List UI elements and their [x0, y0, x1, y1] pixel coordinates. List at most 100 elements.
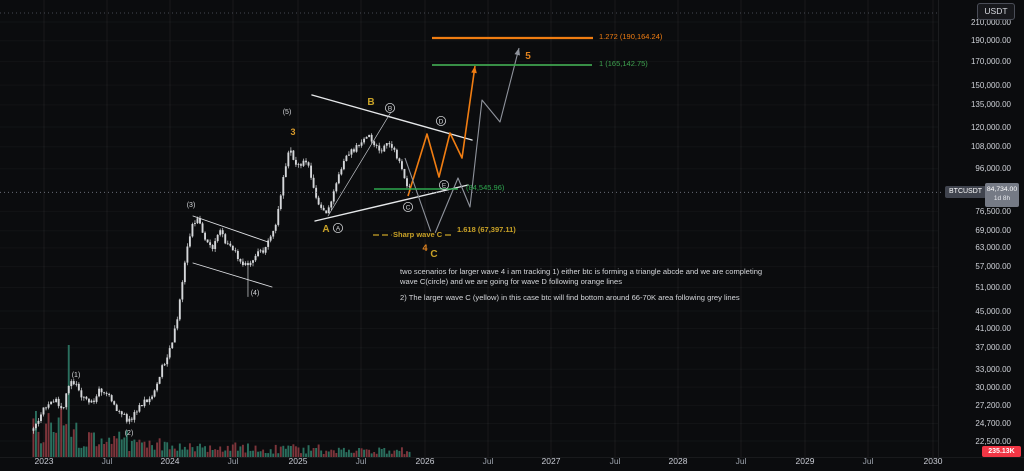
volume-bar	[320, 450, 323, 457]
candle-body	[337, 174, 340, 184]
currency-toggle-button[interactable]: USDT	[977, 3, 1015, 20]
candle-body	[186, 246, 189, 263]
volume-bar	[262, 449, 265, 457]
candle-body	[125, 414, 128, 422]
volume-bar	[292, 444, 295, 457]
candle-body	[244, 263, 247, 265]
candle-body	[118, 411, 121, 412]
candle-body	[277, 209, 280, 225]
wave-label: 3	[290, 127, 295, 137]
candle-body	[307, 162, 310, 166]
volume-bar	[57, 417, 60, 457]
candle-body	[55, 398, 58, 402]
volume-bar	[163, 441, 166, 457]
volume-bar	[55, 432, 58, 457]
volume-bar	[353, 452, 355, 457]
candle-body	[178, 299, 181, 320]
last-price-badge: 84,734.00 1d 8h	[985, 183, 1019, 207]
volume-bar	[181, 449, 184, 457]
price-axis[interactable]: 210,000.00 190,000.00 170,000.00 150,000.00…	[938, 0, 1024, 448]
candle-body	[221, 230, 224, 235]
volume-bar	[408, 451, 411, 457]
price-axis-label: 210,000.00	[970, 17, 1011, 27]
volume-bar	[375, 453, 378, 457]
candle-body	[151, 396, 153, 399]
volume-bar	[105, 441, 108, 457]
candle-body	[383, 145, 386, 152]
volume-bar	[325, 450, 328, 457]
volume-bar	[274, 444, 277, 457]
time-axis[interactable]: 2023 Jul 2024 Jul 2025 Jul 2026 Jul 2027 Jul 2028 J…	[0, 448, 1024, 471]
volume-bar	[148, 440, 151, 457]
time-axis-label: 2030	[923, 456, 943, 466]
price-axis-label: 108,000.00	[970, 142, 1011, 152]
analysis-note-line-2: wave C(circle) and we are going for wave…	[400, 277, 623, 286]
candle-body	[130, 418, 133, 420]
volume-bar	[350, 452, 353, 457]
candle-body	[229, 243, 232, 246]
volume-bar	[178, 443, 181, 457]
volume-bar	[171, 445, 174, 457]
analysis-note-line-3: 2) The larger wave C (yellow) in this ca…	[400, 293, 740, 302]
volume-bar	[269, 449, 272, 457]
wave-label: C	[430, 249, 437, 260]
candle-body	[115, 404, 118, 411]
candle-body	[378, 145, 381, 151]
candle-body	[325, 210, 328, 214]
circled-wave-marker	[435, 116, 446, 127]
candle-body	[330, 201, 333, 208]
volume-bar	[300, 453, 302, 457]
volume-bar	[173, 448, 176, 457]
candle-body	[368, 134, 371, 137]
volume-bar	[88, 432, 90, 457]
candle-body	[77, 383, 80, 391]
volume-bar	[211, 450, 214, 457]
volume-bar	[156, 442, 159, 457]
candle-body	[168, 348, 171, 358]
volume-bar	[284, 448, 287, 457]
volume-bar	[67, 345, 70, 457]
candle-body	[42, 407, 45, 415]
volume-bar	[199, 443, 201, 457]
volume-bar	[80, 447, 83, 457]
candle-body	[40, 414, 42, 421]
volume-bar	[204, 446, 207, 457]
candle-body	[317, 197, 320, 205]
candle-body	[257, 251, 260, 256]
candle-body	[72, 381, 75, 385]
volume-bar	[315, 448, 318, 457]
candle-body	[128, 418, 131, 422]
candle-body	[141, 405, 143, 407]
volume-bar	[380, 449, 383, 457]
volume-bar	[368, 449, 371, 457]
path-arrowhead	[514, 48, 520, 56]
volume-bar	[231, 444, 234, 457]
candle-body	[224, 234, 227, 244]
time-axis-label: Jul	[101, 456, 113, 466]
volume-bar	[103, 444, 106, 457]
channel-lower	[192, 262, 273, 288]
price-axis-label: 63,000.00	[975, 243, 1011, 253]
volume-bar	[322, 454, 325, 457]
volume-bar	[120, 439, 123, 457]
candle-body	[335, 183, 338, 192]
volume-bar	[32, 418, 35, 457]
circled-wave-label: D	[439, 118, 444, 125]
candle-body	[90, 400, 93, 403]
candle-body	[259, 250, 262, 252]
price-axis-label: 37,000.00	[975, 343, 1011, 353]
volume-bar	[249, 450, 252, 457]
candle-body	[209, 242, 212, 245]
candle-body	[294, 159, 297, 165]
candle-body	[201, 223, 204, 233]
candle-body	[188, 236, 191, 247]
symbol-price-label: BTCUSDT	[945, 186, 987, 198]
volume-bar	[153, 449, 156, 457]
candle-body	[239, 259, 242, 262]
wave-label: (2)	[125, 430, 134, 437]
volume-bar	[138, 439, 141, 457]
candle-body	[287, 152, 290, 167]
volume-bar	[327, 451, 330, 457]
